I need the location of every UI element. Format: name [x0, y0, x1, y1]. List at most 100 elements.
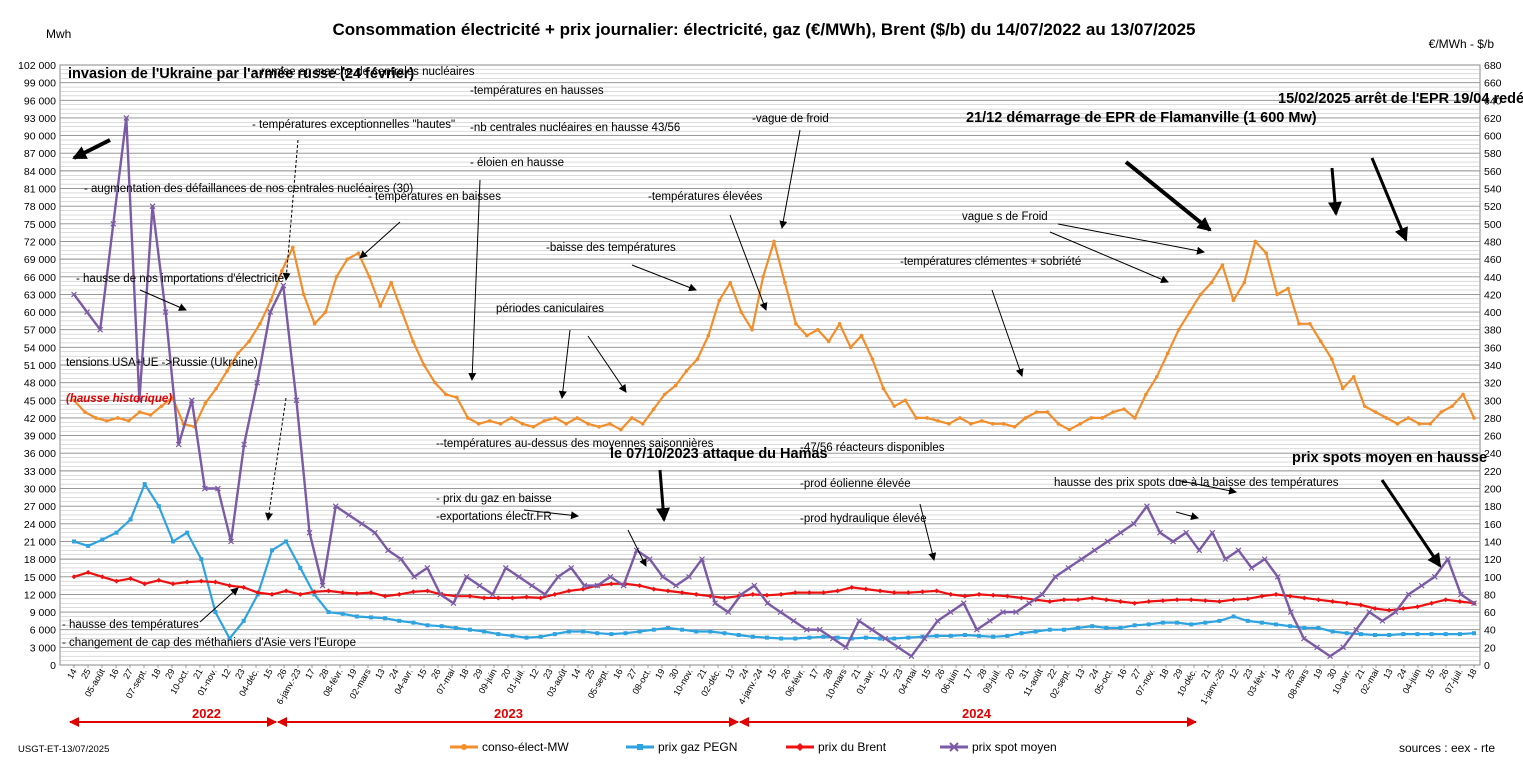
left-tick-label: 90 000 — [24, 131, 56, 143]
data-point — [1231, 614, 1236, 619]
data-point — [790, 617, 797, 624]
x-tick-label: 21 — [191, 667, 205, 681]
left-tick-label: 15 000 — [24, 572, 56, 584]
x-tick-label: 29 — [163, 667, 177, 681]
data-point — [1418, 582, 1425, 589]
arrow-caniculaires-1 — [558, 329, 571, 399]
arrow-hausse-temp — [199, 587, 239, 623]
data-point — [962, 633, 967, 637]
data-point — [815, 327, 820, 332]
legend: conso-élect-MW prix gaz PEGN prix du Bre… — [450, 740, 1057, 754]
annotation-centrales-hausse: -nb centrales nucléaires en hausse 43/56 — [470, 122, 680, 134]
data-point — [94, 416, 98, 420]
data-point — [385, 547, 391, 554]
data-point — [665, 588, 671, 594]
left-tick-label: 81 000 — [24, 184, 56, 196]
data-point — [1472, 416, 1476, 420]
x-tick-label: 29 — [471, 667, 485, 681]
data-point — [651, 627, 656, 632]
data-point — [1439, 410, 1443, 414]
x-tick-label: 26 — [429, 667, 443, 681]
x-tick-label: 27 — [121, 667, 135, 681]
x-tick-label: 15 — [415, 667, 429, 681]
footer-sources: sources : eex - rte — [1399, 741, 1495, 755]
data-point — [128, 517, 133, 522]
left-tick-label: 21 000 — [24, 536, 56, 548]
data-point — [411, 620, 416, 625]
data-point — [980, 419, 984, 423]
right-tick-label: 500 — [1484, 219, 1502, 231]
data-point — [662, 392, 667, 397]
data-point — [609, 632, 614, 637]
data-point — [453, 625, 458, 630]
data-point — [1387, 633, 1392, 637]
data-point — [1242, 280, 1247, 285]
data-point — [1315, 597, 1321, 603]
data-point — [185, 530, 190, 535]
data-point — [843, 644, 849, 651]
data-point — [575, 416, 579, 420]
data-point — [608, 422, 612, 426]
data-point — [71, 574, 77, 580]
data-point — [1308, 322, 1312, 326]
x-tick-label: 15 — [765, 667, 779, 681]
data-point — [651, 586, 657, 592]
x-tick-label: 25 — [1283, 667, 1297, 681]
data-point — [1026, 600, 1033, 607]
data-point — [1405, 591, 1412, 598]
data-point — [640, 422, 645, 426]
data-point — [1165, 351, 1170, 356]
data-point — [870, 357, 875, 361]
data-point — [312, 592, 317, 597]
annotation-hamas: le 07/10/2023 attaque du Hamas — [610, 446, 828, 462]
data-point — [1444, 556, 1451, 563]
x-tick-label: 20 — [1003, 667, 1017, 681]
data-point — [1327, 653, 1333, 660]
data-point — [820, 590, 826, 596]
left-tick-label: 78 000 — [24, 201, 56, 213]
data-point — [114, 530, 119, 535]
data-point — [779, 636, 784, 641]
x-tick-label: 24 — [1087, 667, 1101, 681]
data-point — [1330, 598, 1336, 604]
data-point — [247, 339, 251, 344]
data-point — [280, 282, 287, 289]
arrow-exportations — [523, 509, 579, 520]
data-point — [1176, 327, 1181, 332]
left-tick-label: 24 000 — [24, 519, 56, 531]
annotation-importations: - hausse de nos importations d'électrici… — [76, 273, 284, 285]
data-point — [1217, 618, 1222, 623]
arrow-hydraulique — [919, 503, 937, 561]
right-tick-label: 20 — [1484, 642, 1496, 654]
data-point — [794, 322, 798, 326]
data-point — [227, 583, 233, 589]
x-tick-label: 21 — [849, 667, 863, 681]
x-tick-label: 15 — [1423, 667, 1437, 681]
data-point — [290, 245, 295, 250]
data-point — [1216, 598, 1222, 604]
data-point — [156, 504, 161, 509]
data-point — [411, 339, 415, 344]
x-tick-label: 26 — [779, 667, 793, 681]
data-point — [764, 600, 771, 607]
x-tick-label: 12 — [527, 667, 541, 681]
left-tick-label: 48 000 — [24, 378, 56, 390]
data-point — [1012, 424, 1017, 429]
data-point — [948, 633, 953, 638]
left-tick-label: 87 000 — [24, 148, 56, 160]
data-point — [1130, 520, 1137, 527]
data-point — [1000, 609, 1006, 615]
data-point — [99, 574, 105, 580]
data-point — [326, 588, 332, 594]
x-tick-label: 28 — [821, 667, 835, 681]
data-point — [1457, 632, 1462, 637]
left-tick-label: 84 000 — [24, 166, 56, 178]
data-point — [891, 590, 897, 596]
data-point — [892, 636, 897, 641]
data-point — [1143, 503, 1150, 510]
data-point — [848, 345, 853, 350]
data-point — [188, 397, 195, 404]
annotation-defaillances: - augmentation des défaillances de nos c… — [84, 183, 413, 195]
data-point — [1231, 298, 1236, 303]
